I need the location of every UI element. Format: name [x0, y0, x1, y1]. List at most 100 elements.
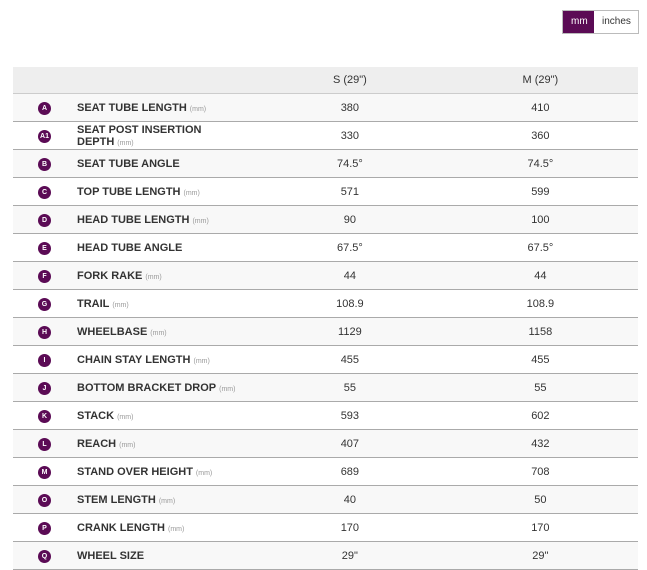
table-row: F FORK RAKE (mm) 44 44	[13, 261, 638, 290]
dimension-label: STACK	[77, 409, 115, 422]
value-m: 67.5°	[442, 233, 638, 262]
label-cell: HEAD TUBE LENGTH (mm)	[65, 205, 257, 234]
value-s: 380	[257, 93, 443, 122]
dimension-label: HEAD TUBE ANGLE	[77, 241, 183, 254]
unit-label: (mm)	[117, 413, 134, 421]
label-cell: HEAD TUBE ANGLE	[65, 233, 257, 262]
badge-cell: Q	[13, 541, 65, 570]
dimension-badge: K	[38, 409, 51, 423]
unit-label: (mm)	[195, 469, 213, 477]
mm-button[interactable]: mm	[563, 11, 594, 33]
unit-label: (mm)	[193, 357, 210, 365]
value-m: 360	[442, 121, 638, 150]
unit-label: (mm)	[117, 139, 134, 147]
dimension-badge: B	[38, 157, 51, 171]
label-cell: SEAT TUBE ANGLE	[65, 149, 257, 178]
badge-cell: E	[13, 233, 65, 262]
table-row: M STAND OVER HEIGHT (mm) 689 708	[13, 457, 638, 486]
unit-label: (mm)	[183, 189, 200, 197]
badge-cell: P	[13, 513, 65, 542]
label-cell: STEM LENGTH (mm)	[65, 485, 257, 514]
value-m: 100	[442, 205, 638, 234]
value-s: 330	[257, 121, 443, 150]
dimension-label: WHEELBASE	[77, 325, 148, 338]
dimension-label: STAND OVER HEIGHT	[77, 465, 193, 478]
unit-label: (mm)	[219, 385, 236, 393]
value-s: 44	[257, 261, 443, 290]
label-cell: BOTTOM BRACKET DROP (mm)	[65, 373, 257, 402]
header-size-m: M (29")	[442, 67, 638, 94]
badge-cell: C	[13, 177, 65, 206]
value-s: 108.9	[257, 289, 443, 318]
badge-cell: H	[13, 317, 65, 346]
dimension-badge: M	[38, 465, 51, 479]
badge-cell: L	[13, 429, 65, 458]
badge-cell: K	[13, 401, 65, 430]
dimension-badge: A	[38, 101, 51, 115]
value-s: 455	[257, 345, 443, 374]
value-m: 599	[442, 177, 638, 206]
dimension-badge: E	[38, 241, 51, 255]
table-row: A1 SEAT POST INSERTION DEPTH (mm) 330 360	[13, 121, 638, 150]
label-cell: CHAIN STAY LENGTH (mm)	[65, 345, 257, 374]
label-cell: WHEEL SIZE	[65, 541, 257, 570]
badge-cell: A1	[13, 121, 65, 150]
value-s: 689	[257, 457, 443, 486]
dimension-badge: A1	[38, 129, 51, 143]
table-row: P CRANK LENGTH (mm) 170 170	[13, 513, 638, 542]
badge-cell: O	[13, 485, 65, 514]
label-cell: WHEELBASE (mm)	[65, 317, 257, 346]
dimension-label: SEAT TUBE ANGLE	[77, 157, 180, 170]
value-m: 1158	[442, 317, 638, 346]
unit-label: (mm)	[119, 441, 136, 449]
value-s: 40	[257, 485, 443, 514]
unit-label: (mm)	[192, 217, 209, 225]
inches-button[interactable]: inches	[594, 11, 638, 33]
label-cell: REACH (mm)	[65, 429, 257, 458]
value-m: 44	[442, 261, 638, 290]
table-row: B SEAT TUBE ANGLE 74.5° 74.5°	[13, 149, 638, 178]
dimension-label: HEAD TUBE LENGTH	[77, 213, 190, 226]
badge-cell: A	[13, 93, 65, 122]
dimension-label: TOP TUBE LENGTH	[77, 185, 181, 198]
table-row: H WHEELBASE (mm) 1129 1158	[13, 317, 638, 346]
dimension-label: FORK RAKE	[77, 269, 143, 282]
value-m: 29"	[442, 541, 638, 570]
value-m: 170	[442, 513, 638, 542]
unit-label: (mm)	[145, 273, 162, 281]
value-s: 74.5°	[257, 149, 443, 178]
badge-cell: D	[13, 205, 65, 234]
dimension-badge: Q	[38, 549, 51, 563]
label-cell: STAND OVER HEIGHT (mm)	[65, 457, 257, 486]
units-toggle: mm inches	[562, 10, 639, 34]
value-s: 29"	[257, 541, 443, 570]
dimension-badge: C	[38, 185, 51, 199]
badge-cell: I	[13, 345, 65, 374]
table-row: G TRAIL (mm) 108.9 108.9	[13, 289, 638, 318]
value-m: 432	[442, 429, 638, 458]
label-cell: TRAIL (mm)	[65, 289, 257, 318]
unit-label: (mm)	[158, 497, 176, 505]
badge-cell: B	[13, 149, 65, 178]
dimension-badge: G	[38, 297, 51, 311]
value-s: 1129	[257, 317, 443, 346]
dimension-badge: L	[38, 437, 51, 451]
dimension-label: CRANK LENGTH	[77, 521, 165, 534]
value-m: 74.5°	[442, 149, 638, 178]
table-header: S (29") M (29")	[13, 67, 638, 94]
dimension-badge: I	[38, 353, 51, 367]
value-s: 593	[257, 401, 443, 430]
dimension-label: BOTTOM BRACKET DROP	[77, 381, 217, 394]
value-m: 55	[442, 373, 638, 402]
dimension-badge: H	[38, 325, 51, 339]
table-row: C TOP TUBE LENGTH (mm) 571 599	[13, 177, 638, 206]
header-label-col	[65, 67, 257, 94]
dimension-label: WHEEL SIZE	[77, 549, 145, 562]
dimension-label: CHAIN STAY LENGTH	[77, 353, 191, 366]
table-row: E HEAD TUBE ANGLE 67.5° 67.5°	[13, 233, 638, 262]
value-s: 571	[257, 177, 443, 206]
badge-cell: M	[13, 457, 65, 486]
dimension-label: SEAT POST INSERTION DEPTH	[77, 123, 202, 148]
value-m: 602	[442, 401, 638, 430]
value-s: 67.5°	[257, 233, 443, 262]
